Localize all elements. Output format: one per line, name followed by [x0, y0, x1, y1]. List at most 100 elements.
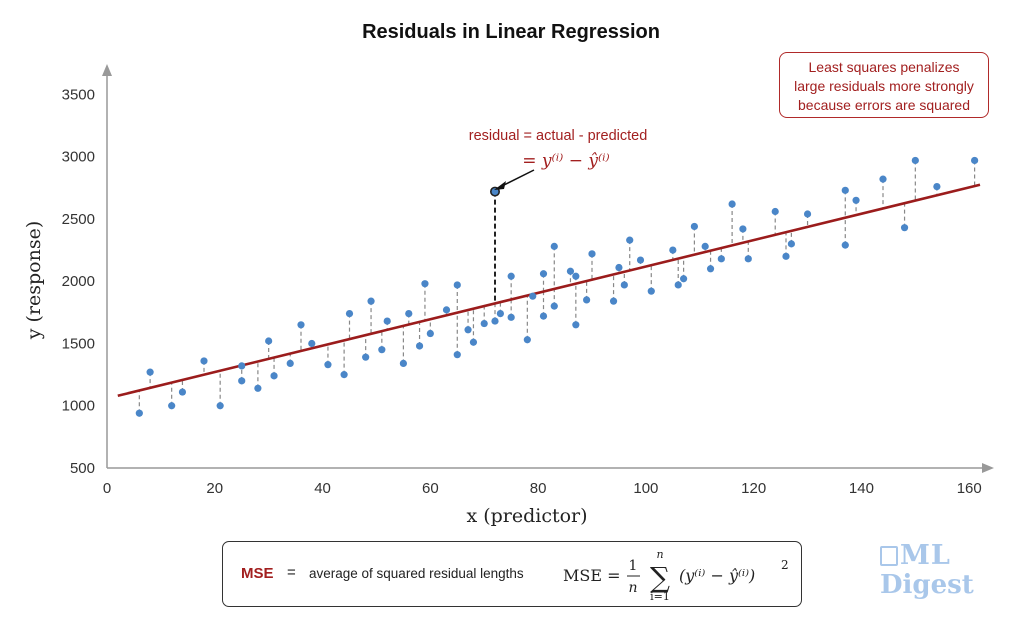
data-point: [469, 338, 478, 346]
data-point: [383, 317, 391, 325]
data-point: [200, 357, 208, 365]
data-point: [933, 182, 941, 191]
x-tick-labels: 0 20 40 60 80 100 120 140 160: [103, 480, 982, 497]
data-point: [739, 225, 747, 233]
data-point: [572, 321, 580, 329]
y-tick-label: 3000: [62, 149, 95, 166]
data-point: [340, 371, 348, 379]
data-point: [911, 156, 919, 165]
x-tick-label: 60: [422, 480, 439, 497]
ml-digest-logo: ML Digest: [880, 540, 980, 610]
data-point: [852, 196, 860, 204]
data-point: [647, 287, 655, 295]
mse-definition-box: MSE = average of squared residual length…: [222, 541, 802, 607]
mse-key-label: MSE: [241, 565, 274, 582]
data-point: [771, 207, 779, 216]
mse-frac-numerator: 1: [629, 558, 638, 574]
data-point: [841, 186, 849, 194]
data-point: [782, 252, 790, 260]
x-tick-label: 120: [741, 480, 766, 497]
book-icon: [880, 546, 898, 566]
data-point: [529, 292, 537, 300]
data-point: [583, 296, 591, 304]
data-point: [453, 351, 461, 359]
mse-sum-symbol: ∑: [650, 561, 670, 594]
data-point: [442, 306, 451, 314]
data-point: [254, 384, 262, 392]
mse-sum-bottom: i=1: [650, 590, 670, 602]
data-point: [674, 281, 682, 289]
y-tick-label: 2500: [62, 211, 95, 228]
data-point: [286, 359, 294, 368]
logo-line-2: Digest: [880, 570, 974, 600]
highlight-group: [489, 186, 500, 304]
mse-description: average of squared residual lengths: [309, 566, 524, 581]
mse-formula-power: 2: [781, 558, 789, 572]
data-point: [680, 275, 688, 283]
residual-chart: Residuals in Linear Regression 0 20 40 60 80…: [23, 21, 994, 527]
residual-lines: [138, 160, 976, 414]
y-axis-label: y (response): [23, 221, 45, 341]
x-tick-label: 20: [206, 480, 223, 497]
mse-frac-denominator: n: [628, 580, 637, 596]
least-squares-note: Least squares penalizes large residuals …: [779, 52, 989, 118]
data-point: [620, 281, 628, 289]
data-point: [135, 409, 143, 417]
data-point: [238, 377, 246, 385]
data-point: [588, 250, 596, 258]
data-point: [572, 272, 580, 280]
data-point: [324, 361, 332, 369]
data-point: [690, 222, 698, 231]
data-point: [615, 263, 623, 272]
data-point: [270, 372, 278, 380]
data-point: [496, 310, 504, 318]
data-point: [841, 241, 849, 249]
data-point: [480, 319, 488, 328]
data-points: [135, 156, 979, 417]
y-tick-labels: 500 1000 1500 2000 2500 3000 3500: [62, 86, 95, 477]
data-point: [426, 329, 434, 338]
data-point: [345, 310, 354, 318]
x-tick-label: 140: [849, 480, 874, 497]
x-tick-label: 160: [957, 480, 982, 497]
data-point: [728, 200, 736, 208]
data-point: [523, 336, 531, 344]
mse-sum-top: n: [656, 548, 663, 561]
y-axis-arrow: [102, 64, 112, 76]
data-point: [308, 339, 316, 348]
mse-equals-sign: =: [287, 564, 296, 581]
y-tick-label: 2000: [62, 273, 95, 290]
data-point: [507, 313, 515, 321]
mse-formula-lhs: MSE =: [563, 566, 621, 585]
data-point: [367, 297, 375, 305]
annotation-arrow: [494, 169, 535, 190]
x-tick-label: 100: [633, 480, 658, 497]
mse-formula: MSE = 1 n n ∑ i=1 (y⁽ⁱ⁾ − ŷ⁽ⁱ⁾) 2: [563, 548, 789, 602]
data-point: [566, 267, 575, 275]
data-point: [669, 246, 677, 254]
data-point: [168, 402, 176, 410]
data-point: [399, 359, 407, 368]
data-point: [297, 321, 305, 329]
data-point: [491, 317, 499, 325]
y-tick-label: 1500: [62, 335, 95, 352]
data-point: [550, 242, 558, 250]
y-tick-label: 500: [70, 460, 95, 477]
data-point: [378, 346, 386, 354]
x-tick-label: 0: [103, 480, 111, 497]
data-point: [550, 302, 558, 310]
data-point: [415, 342, 424, 350]
residual-annotation-formula: = y⁽ⁱ⁾ − ŷ⁽ⁱ⁾: [522, 151, 609, 171]
x-axis-arrow: [982, 463, 994, 473]
x-tick-label: 40: [314, 480, 331, 497]
data-point: [405, 310, 413, 318]
regression-line: [117, 183, 981, 398]
data-point: [803, 210, 812, 218]
data-point: [626, 236, 634, 244]
data-point: [636, 256, 645, 264]
data-point: [238, 362, 246, 370]
data-point: [879, 175, 887, 183]
data-point: [178, 388, 187, 396]
chart-title: Residuals in Linear Regression: [362, 21, 660, 43]
data-point: [216, 402, 224, 410]
